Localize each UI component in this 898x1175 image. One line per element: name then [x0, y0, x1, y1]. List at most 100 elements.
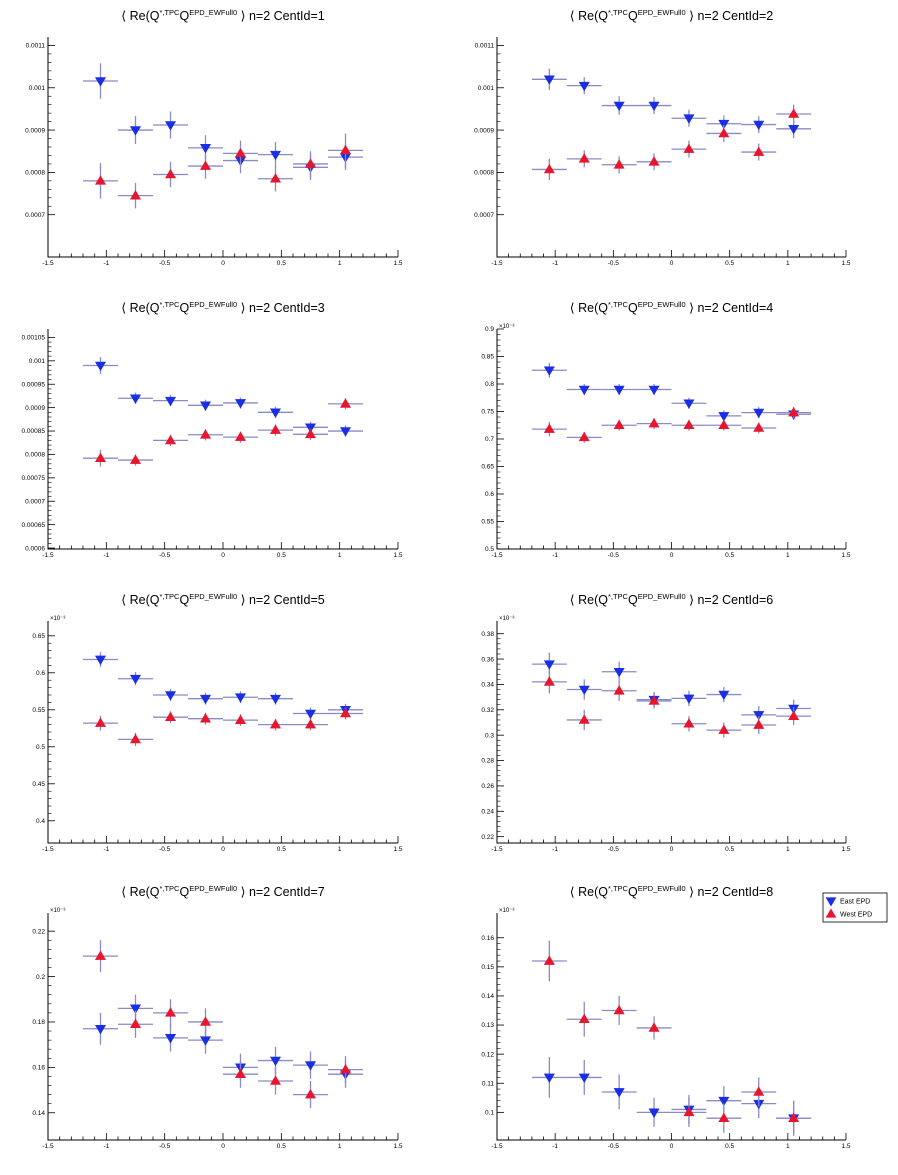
west-epd-point — [648, 156, 660, 166]
x-tick-label: 0 — [670, 552, 674, 559]
east-epd-point — [753, 711, 765, 721]
y-tick-label: 0.001 — [478, 85, 495, 92]
west-epd-point — [234, 147, 247, 158]
west-epd-point — [648, 695, 660, 705]
y-tick-label: 0.15 — [481, 964, 494, 971]
west-epd-point — [129, 190, 142, 200]
west-epd-point — [683, 143, 695, 153]
y-tick-label: 0.00085 — [22, 428, 46, 435]
panel-title: ⟨ Re(Q*,TPCQEPD_EWFull0 ⟩ n=2 CentId=8 — [570, 884, 774, 899]
x-tick-label: 1 — [786, 1143, 790, 1150]
legend: East EPD West EPD — [822, 892, 888, 923]
x-tick-label: 0 — [221, 846, 225, 853]
east-epd-point — [94, 655, 107, 666]
y-tick-label: 0.9 — [485, 326, 494, 333]
x-tick-label: -1 — [103, 846, 109, 853]
west-epd-point — [94, 175, 107, 185]
west-epd-point — [304, 158, 317, 168]
east-epd-point — [269, 408, 282, 418]
west-epd-point — [94, 950, 107, 960]
west-epd-point — [199, 429, 212, 439]
west-epd-point — [613, 159, 625, 169]
y-tick-label: 0.24 — [481, 808, 494, 815]
west-epd-point — [129, 454, 142, 464]
y-tick-label: 0.2 — [36, 974, 45, 981]
west-epd-point — [683, 718, 695, 728]
east-epd-point — [199, 401, 212, 411]
east-epd-point — [578, 385, 590, 396]
y-tick-label: 0.0011 — [26, 43, 46, 50]
y-tick-label: 0.8 — [485, 381, 494, 388]
y-tick-label: 0.11 — [482, 1080, 495, 1087]
east-epd-point — [94, 361, 107, 372]
y-tick-label: 0.00105 — [22, 335, 46, 342]
x-tick-label: 1 — [338, 260, 342, 267]
y-tick-label: 0.18 — [32, 1019, 45, 1026]
y-tick-label: 0.1 — [485, 1110, 494, 1117]
east-epd-point — [578, 1073, 590, 1084]
x-tick-label: 0 — [670, 1143, 674, 1150]
x-tick-label: 0 — [221, 260, 225, 267]
y-exponent-label: ×10⁻³ — [50, 908, 65, 914]
x-tick-label: 1 — [786, 552, 790, 559]
x-tick-label: -1 — [103, 260, 109, 267]
y-tick-label: 0.14 — [481, 993, 494, 1000]
west-epd-point — [129, 1018, 142, 1029]
x-tick-label: 0.5 — [725, 1143, 734, 1150]
east-epd-point — [129, 126, 142, 136]
east-epd-point — [269, 694, 282, 705]
x-tick-label: 1.5 — [393, 552, 402, 559]
y-tick-label: 0.0009 — [25, 127, 45, 134]
x-tick-label: 1.5 — [393, 260, 402, 267]
west-epd-point — [199, 713, 212, 723]
west-epd-point — [543, 676, 555, 686]
west-epd-point — [578, 714, 590, 724]
y-tick-label: 0.45 — [32, 781, 45, 788]
west-epd-point — [269, 173, 282, 183]
x-tick-label: 1 — [786, 260, 790, 267]
x-tick-label: -0.5 — [159, 846, 171, 853]
west-epd-point — [543, 163, 555, 174]
x-tick-label: -1 — [103, 552, 109, 559]
x-tick-label: -1 — [552, 1143, 558, 1150]
west-epd-point — [339, 398, 352, 408]
x-tick-label: 0.5 — [277, 846, 286, 853]
west-epd-point — [269, 719, 282, 729]
east-epd-point — [613, 385, 625, 396]
west-epd-point — [339, 707, 352, 718]
x-tick-label: 1.5 — [841, 260, 850, 267]
west-epd-point — [94, 452, 107, 462]
east-epd-point — [718, 690, 730, 701]
y-tick-label: 0.0011 — [475, 43, 495, 50]
east-epd-point — [304, 709, 317, 720]
axis-frame — [496, 329, 846, 550]
y-tick-label: 0.7 — [485, 436, 494, 443]
y-tick-label: 0.55 — [32, 707, 45, 714]
y-tick-label: 0.28 — [481, 758, 494, 765]
x-tick-label: -1.5 — [42, 846, 54, 853]
x-tick-label: -0.5 — [159, 1143, 171, 1150]
y-tick-label: 0.65 — [481, 464, 494, 471]
west-epd-point — [304, 1089, 317, 1099]
east-epd-point — [578, 81, 590, 92]
west-epd-point — [683, 1106, 695, 1117]
y-tick-label: 0.16 — [481, 935, 494, 942]
west-epd-point — [269, 1075, 282, 1085]
west-epd-point — [578, 431, 590, 442]
east-epd-point — [578, 685, 590, 696]
y-tick-label: 0.0008 — [25, 170, 45, 177]
east-epd-point — [199, 144, 212, 154]
west-epd-point — [578, 153, 590, 163]
east-epd-point — [94, 1024, 107, 1035]
x-tick-label: 1.5 — [393, 1143, 402, 1150]
y-tick-label: 0.32 — [481, 707, 494, 714]
x-tick-label: 0.5 — [277, 260, 286, 267]
x-tick-label: 1 — [338, 846, 342, 853]
x-tick-label: 1 — [786, 846, 790, 853]
east-epd-point — [543, 75, 555, 85]
east-epd-point — [164, 396, 177, 407]
x-tick-label: 1.5 — [841, 1143, 850, 1150]
east-epd-point — [543, 660, 555, 670]
legend-label: East EPD — [840, 899, 870, 906]
y-tick-label: 0.26 — [481, 783, 494, 790]
